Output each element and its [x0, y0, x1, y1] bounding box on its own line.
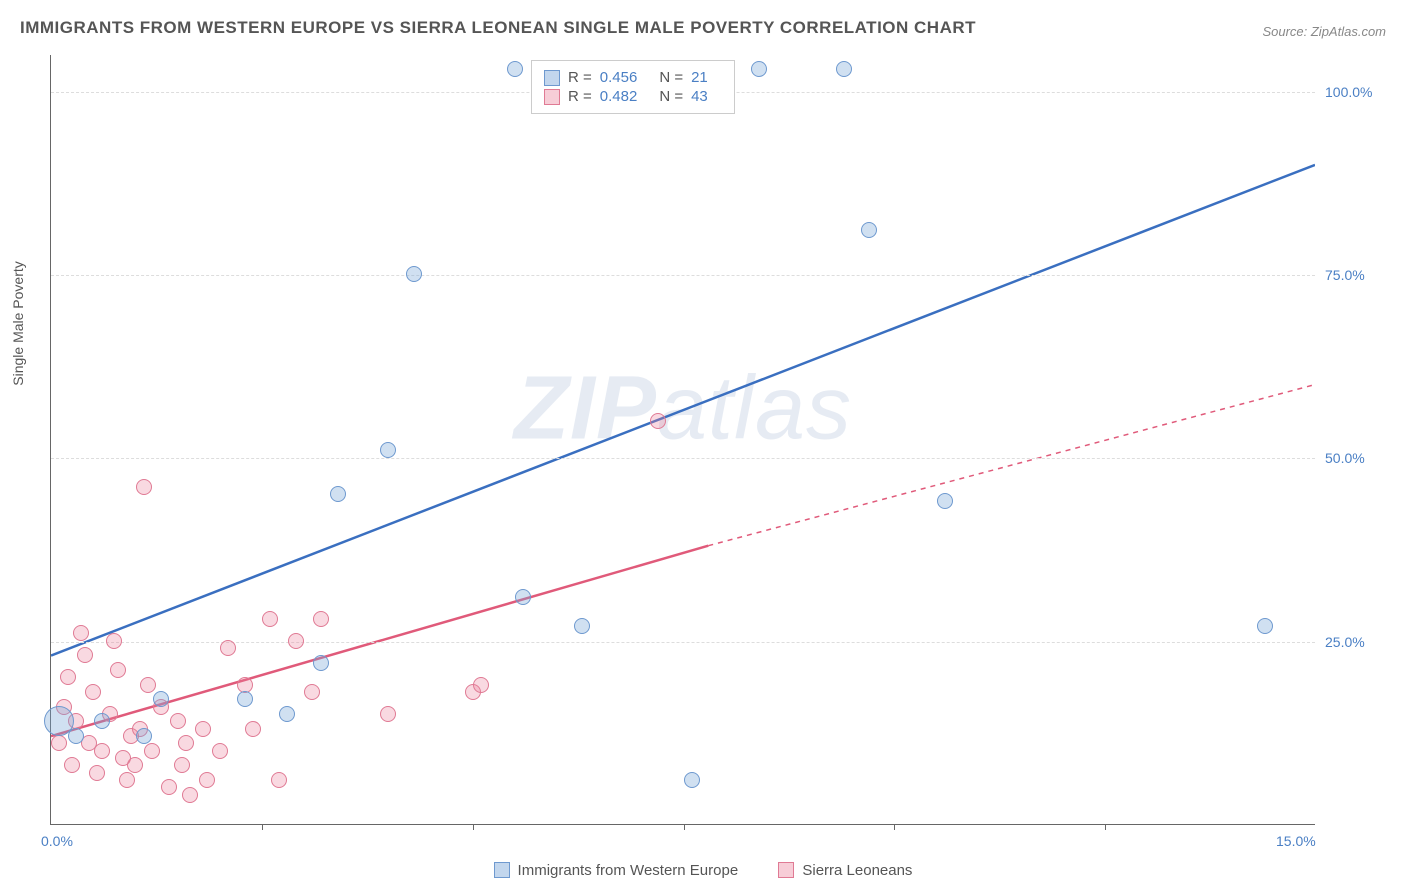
data-point-pink — [212, 743, 228, 759]
legend-label: Sierra Leoneans — [802, 862, 912, 879]
legend-item-blue: Immigrants from Western Europe — [494, 862, 739, 879]
legend-series: Immigrants from Western Europe Sierra Le… — [0, 862, 1406, 883]
data-point-pink — [271, 772, 287, 788]
legend-r-label: R = — [568, 88, 592, 105]
data-point-blue — [330, 486, 346, 502]
data-point-pink — [178, 735, 194, 751]
data-point-blue — [279, 706, 295, 722]
y-axis-label: Single Male Poverty — [10, 261, 26, 386]
legend-n-value: 43 — [691, 88, 708, 105]
data-point-blue — [937, 493, 953, 509]
data-point-pink — [288, 633, 304, 649]
data-point-blue — [380, 442, 396, 458]
swatch-blue-icon — [494, 862, 510, 878]
data-point-pink — [106, 633, 122, 649]
x-tick-label: 15.0% — [1276, 833, 1316, 849]
legend-r-label: R = — [568, 69, 592, 86]
data-point-pink — [144, 743, 160, 759]
data-point-pink — [220, 640, 236, 656]
swatch-pink-icon — [544, 89, 560, 105]
legend-correlation: R = 0.456 N = 21 R = 0.482 N = 43 — [531, 60, 735, 114]
data-point-pink — [245, 721, 261, 737]
chart-title: IMMIGRANTS FROM WESTERN EUROPE VS SIERRA… — [20, 18, 976, 38]
data-point-pink — [85, 684, 101, 700]
data-point-pink — [304, 684, 320, 700]
data-point-blue — [153, 691, 169, 707]
data-point-pink — [262, 611, 278, 627]
data-point-pink — [94, 743, 110, 759]
data-point-blue — [684, 772, 700, 788]
data-point-pink — [199, 772, 215, 788]
legend-n-value: 21 — [691, 69, 708, 86]
y-tick-label: 100.0% — [1325, 84, 1385, 100]
data-point-pink — [313, 611, 329, 627]
x-tick — [894, 824, 895, 830]
gridline — [51, 642, 1315, 643]
legend-label: Immigrants from Western Europe — [518, 862, 739, 879]
source-label: Source: ZipAtlas.com — [1262, 24, 1386, 39]
data-point-blue — [1257, 618, 1273, 634]
data-point-blue — [68, 728, 84, 744]
x-tick — [684, 824, 685, 830]
data-point-pink — [650, 413, 666, 429]
swatch-blue-icon — [544, 70, 560, 86]
data-point-pink — [73, 625, 89, 641]
data-point-pink — [110, 662, 126, 678]
y-tick-label: 50.0% — [1325, 450, 1385, 466]
y-tick-label: 75.0% — [1325, 267, 1385, 283]
gridline — [51, 275, 1315, 276]
data-point-blue — [313, 655, 329, 671]
trend-lines — [51, 55, 1315, 824]
data-point-pink — [127, 757, 143, 773]
data-point-blue — [507, 61, 523, 77]
x-tick — [473, 824, 474, 830]
data-point-pink — [237, 677, 253, 693]
data-point-pink — [89, 765, 105, 781]
data-point-pink — [51, 735, 67, 751]
data-point-pink — [473, 677, 489, 693]
x-tick — [1105, 824, 1106, 830]
data-point-blue — [237, 691, 253, 707]
y-tick-label: 25.0% — [1325, 634, 1385, 650]
data-point-blue — [861, 222, 877, 238]
watermark: ZIPatlas — [514, 357, 852, 460]
data-point-blue — [406, 266, 422, 282]
legend-item-pink: Sierra Leoneans — [778, 862, 912, 879]
data-point-pink — [182, 787, 198, 803]
gridline — [51, 458, 1315, 459]
data-point-pink — [170, 713, 186, 729]
data-point-pink — [174, 757, 190, 773]
data-point-pink — [119, 772, 135, 788]
swatch-pink-icon — [778, 862, 794, 878]
legend-n-label: N = — [659, 69, 683, 86]
chart-container: IMMIGRANTS FROM WESTERN EUROPE VS SIERRA… — [0, 0, 1406, 892]
legend-n-label: N = — [659, 88, 683, 105]
data-point-blue — [574, 618, 590, 634]
legend-r-value: 0.482 — [600, 88, 638, 105]
data-point-blue — [751, 61, 767, 77]
data-point-pink — [161, 779, 177, 795]
x-tick-label: 0.0% — [41, 833, 73, 849]
data-point-blue — [515, 589, 531, 605]
data-point-blue — [136, 728, 152, 744]
data-point-blue — [94, 713, 110, 729]
data-point-blue — [836, 61, 852, 77]
x-tick — [262, 824, 263, 830]
data-point-pink — [64, 757, 80, 773]
data-point-pink — [195, 721, 211, 737]
data-point-pink — [60, 669, 76, 685]
legend-row-pink: R = 0.482 N = 43 — [544, 88, 722, 105]
data-point-pink — [380, 706, 396, 722]
data-point-pink — [77, 647, 93, 663]
plot-area: ZIPatlas R = 0.456 N = 21 R = 0.482 N = … — [50, 55, 1315, 825]
legend-row-blue: R = 0.456 N = 21 — [544, 69, 722, 86]
data-point-pink — [140, 677, 156, 693]
legend-r-value: 0.456 — [600, 69, 638, 86]
data-point-pink — [136, 479, 152, 495]
